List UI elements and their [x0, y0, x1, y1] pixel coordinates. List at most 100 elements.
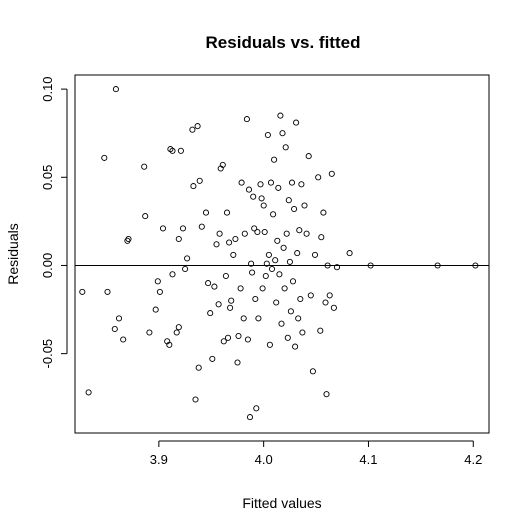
data-point — [298, 181, 305, 188]
data-point — [251, 225, 258, 232]
data-point — [111, 325, 118, 333]
data-point — [175, 324, 182, 331]
data-point — [333, 264, 341, 271]
x-tick-label: 4.0 — [255, 452, 273, 467]
data-point — [291, 205, 298, 213]
data-point — [196, 177, 203, 184]
data-point — [213, 241, 220, 248]
data-point — [262, 272, 269, 280]
data-point — [268, 265, 276, 273]
data-point — [245, 186, 253, 193]
x-axis-label: Fitted values — [242, 495, 321, 511]
data-point — [240, 315, 247, 322]
data-point — [287, 308, 294, 315]
data-point — [184, 255, 191, 262]
data-point — [243, 116, 250, 123]
data-point — [173, 329, 180, 336]
data-point — [346, 250, 353, 257]
data-point — [194, 123, 201, 130]
data-point — [207, 310, 214, 317]
data-point — [220, 338, 227, 345]
data-point — [182, 265, 189, 273]
data-point — [250, 193, 257, 200]
x-axis: 3.9 4.0 4.1 4.2 — [150, 440, 482, 467]
data-point — [284, 334, 291, 341]
data-point — [294, 250, 301, 257]
data-point — [227, 304, 234, 311]
data-point — [265, 251, 272, 258]
x-tick-label: 3.9 — [150, 452, 168, 467]
data-point — [330, 304, 337, 311]
data-point — [252, 295, 259, 303]
data-point — [367, 262, 374, 269]
data-point — [175, 235, 182, 243]
data-point — [288, 179, 296, 186]
data-point — [141, 163, 148, 170]
data-point — [198, 223, 205, 230]
data-point — [293, 119, 300, 126]
data-point — [222, 272, 229, 280]
y-tick-label: -0.05 — [40, 339, 55, 369]
data-point — [282, 144, 289, 151]
residual-points-layer — [79, 86, 479, 421]
data-point — [279, 130, 286, 137]
data-point — [273, 299, 280, 306]
data-point — [104, 288, 111, 295]
data-point — [272, 257, 279, 264]
data-point — [209, 355, 216, 362]
data-point — [169, 271, 176, 278]
data-point — [307, 292, 314, 299]
data-point — [226, 239, 233, 246]
data-point — [434, 262, 441, 269]
data-point — [211, 283, 218, 290]
data-point — [125, 235, 132, 243]
data-point — [120, 336, 127, 343]
plot-area-frame — [74, 74, 490, 434]
data-point — [277, 112, 284, 119]
data-point — [142, 213, 149, 220]
data-point — [195, 364, 202, 371]
y-tick-label: 0.05 — [40, 165, 55, 190]
data-point — [190, 183, 197, 190]
data-point — [179, 225, 187, 232]
data-point — [241, 230, 248, 237]
data-point — [257, 181, 264, 188]
data-point — [115, 315, 123, 322]
data-point — [263, 260, 270, 267]
data-point — [303, 230, 310, 237]
data-point — [270, 211, 277, 218]
data-point — [246, 414, 254, 421]
data-point — [177, 147, 184, 154]
data-point — [283, 230, 290, 237]
data-point — [219, 161, 226, 168]
data-point — [223, 209, 231, 216]
data-point — [317, 327, 324, 334]
data-point — [305, 153, 312, 160]
data-point — [260, 202, 267, 209]
data-point — [189, 126, 196, 133]
data-point — [292, 343, 299, 350]
data-point — [232, 235, 239, 243]
data-point — [259, 285, 266, 292]
data-point — [101, 154, 108, 161]
data-point — [258, 195, 265, 202]
data-point — [326, 292, 333, 299]
data-point — [166, 341, 173, 348]
data-point — [192, 396, 199, 403]
data-point — [254, 228, 261, 236]
data-point — [309, 368, 316, 375]
data-point — [271, 156, 278, 163]
data-point — [315, 174, 322, 181]
data-point — [249, 269, 256, 276]
data-point — [267, 179, 275, 186]
data-point — [202, 209, 210, 216]
data-point — [297, 295, 304, 303]
data-point — [322, 299, 329, 306]
data-point — [280, 244, 287, 251]
data-point — [328, 170, 335, 177]
data-point — [244, 336, 251, 343]
data-point — [146, 329, 153, 336]
data-point — [285, 197, 292, 204]
data-point — [278, 320, 285, 327]
